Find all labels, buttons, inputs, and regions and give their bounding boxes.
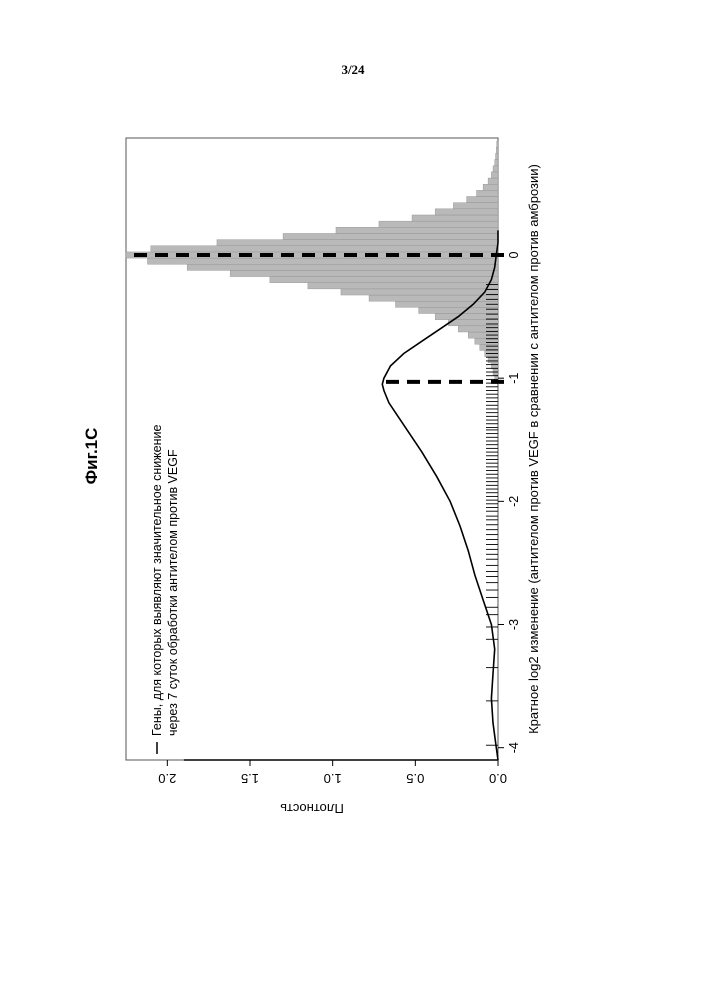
histogram-bar bbox=[493, 166, 498, 172]
x-tick-label: -4 bbox=[507, 742, 521, 753]
histogram-bar bbox=[412, 215, 498, 221]
histogram-bar bbox=[448, 320, 498, 326]
histogram-bar bbox=[270, 277, 498, 283]
y-tick-label: 0.0 bbox=[489, 771, 507, 786]
histogram-bar bbox=[283, 233, 498, 239]
x-axis: -4 -3 -2 -1 0 bbox=[498, 251, 521, 753]
rug-marks bbox=[486, 285, 498, 746]
y-tick-label: 1.0 bbox=[324, 771, 342, 786]
histogram-bar bbox=[477, 190, 498, 196]
histogram-bar bbox=[151, 246, 498, 252]
histogram-bar bbox=[308, 283, 498, 289]
histogram-bar bbox=[147, 258, 498, 264]
histogram-bar bbox=[496, 153, 498, 159]
histogram-bar bbox=[491, 172, 498, 178]
x-tick-label: -1 bbox=[507, 373, 521, 384]
y-axis-label: Плотность bbox=[280, 801, 344, 816]
histogram-bar bbox=[453, 203, 498, 209]
y-tick-label: 0.5 bbox=[406, 771, 424, 786]
histogram-bar bbox=[230, 270, 498, 276]
x-tick-label: 0 bbox=[507, 251, 521, 258]
y-tick-label: 1.5 bbox=[241, 771, 259, 786]
legend-text-line: Гены, для которых выявляют значительное … bbox=[150, 425, 164, 736]
histogram-bar bbox=[488, 178, 498, 184]
legend-entry: Гены, для которых выявляют значительное … bbox=[150, 425, 180, 736]
histogram-bar bbox=[495, 160, 498, 166]
legend: Гены, для которых выявляют значительное … bbox=[150, 425, 180, 754]
histogram-bar bbox=[395, 301, 498, 307]
histogram-bar bbox=[467, 197, 498, 203]
x-tick-label: -2 bbox=[507, 496, 521, 507]
histogram-bar bbox=[187, 264, 498, 270]
x-axis-label: Кратное log2 изменение (антителом против… bbox=[526, 164, 541, 734]
histogram-bar bbox=[419, 307, 498, 313]
histogram-bar bbox=[379, 221, 498, 227]
histogram-bar bbox=[496, 147, 498, 153]
rotated-chart-group: -4 -3 -2 -1 0 0.0 0.5 1.0 1.5 2.0 Кратное log2 и… bbox=[126, 138, 541, 816]
histogram-bar bbox=[483, 184, 498, 190]
x-tick-label: -3 bbox=[507, 619, 521, 630]
histogram-bars bbox=[126, 141, 498, 381]
histogram-bar bbox=[497, 141, 498, 147]
y-tick-label: 2.0 bbox=[158, 771, 176, 786]
histogram-bar bbox=[217, 240, 498, 246]
legend-text-line: через 7 суток обработки антителом против… bbox=[166, 449, 180, 736]
y-axis: 0.0 0.5 1.0 1.5 2.0 bbox=[158, 760, 507, 786]
chart-title: Фиг.1C bbox=[82, 428, 101, 485]
dashed-reference-lines bbox=[126, 255, 504, 760]
histogram-bar bbox=[341, 289, 498, 295]
histogram-bar bbox=[435, 209, 498, 215]
histogram-bar bbox=[336, 227, 498, 233]
